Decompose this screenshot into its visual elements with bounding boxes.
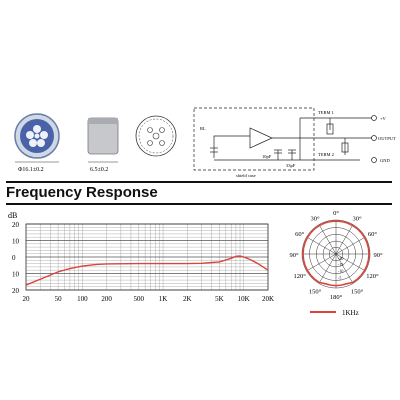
polar-spoke [306,253,337,272]
side-view-drawing [87,117,119,163]
polar-ring-label: -15 [338,262,343,267]
y-tick-label: 0 [12,254,16,262]
x-tick-label: 100 [77,295,88,303]
front-view-drawing [14,113,60,163]
polar-angle-label: 60° [295,231,305,238]
x-tick-label: 10K [238,295,250,303]
polar-angle-label: 30° [352,216,362,223]
polar-spoke [335,224,354,255]
x-tick-label: 2K [183,295,192,303]
polar-angle-label: 90° [289,252,299,259]
rear-view-drawing [135,115,177,157]
cap1-label: 10pF [262,154,272,159]
shield-label: shield case [236,173,256,178]
polar-pattern-chart: 0° 30° 30° 60° 60° 90° 90° 120° 120° 150° 150° 180°… [289,210,383,317]
section-rule-bottom [6,203,392,205]
y-tick-label: 10 [12,238,20,246]
x-tick-label: 200 [101,295,112,303]
cap2-label: 33pF [286,163,296,168]
legend-label: 1KHz [342,309,359,317]
mechanical-drawings: Φ16.1±0.2 6.5±0.2 [14,107,396,178]
gnd-label: GND [380,158,390,163]
y-tick-label: 20 [12,221,20,229]
polar-angle-label: 120° [366,273,379,280]
side-dimension-label: 6.5±0.2 [90,167,108,173]
plot-frame [25,223,269,291]
y-axis-label: dB [8,211,17,220]
x-tick-label: 20K [262,295,274,303]
polar-ring-label: -10 [338,269,343,274]
polar-angle-label: 120° [293,273,306,280]
section-rule-top [6,181,392,183]
x-tick-label: 5K [215,295,224,303]
polar-spoke [318,253,337,284]
polar-spoke [318,224,337,255]
x-tick-label: 1K [159,295,168,303]
polar-angle-label: 60° [368,231,378,238]
terminal1-label: TERM 1 [318,110,334,115]
y-tick-label: 20 [12,287,20,295]
polar-angle-label: 30° [310,216,320,223]
polar-angle-label: 180° [330,294,343,301]
x-tick-label: 50 [55,295,63,303]
terminal2-label: TERM 2 [318,152,334,157]
section-title: Frequency Response [6,184,158,201]
polar-angle-label: 150° [351,288,364,295]
polar-spoke [335,253,366,272]
polar-spoke [306,236,337,255]
polar-ring-label: -20 [338,256,343,261]
rl-label: RL [200,126,206,131]
output-label: OUTPUT [378,136,396,141]
response-curve [25,255,269,286]
polar-angle-label: 0° [333,210,339,217]
x-tick-label: 500 [134,295,145,303]
polar-spoke [335,236,366,255]
vplus-label: +V [380,116,387,121]
x-tick-label: 20 [23,295,31,303]
front-dimension-label: Φ16.1±0.2 [18,167,44,173]
polar-angle-label: 150° [309,288,322,295]
polar-pattern-curve [302,220,370,287]
polar-angle-label: 90° [373,252,383,259]
circuit-schematic [193,107,377,171]
y-tick-label: 10 [12,271,20,279]
polar-ring-label: -5 [338,276,341,281]
polar-spoke [335,253,354,284]
